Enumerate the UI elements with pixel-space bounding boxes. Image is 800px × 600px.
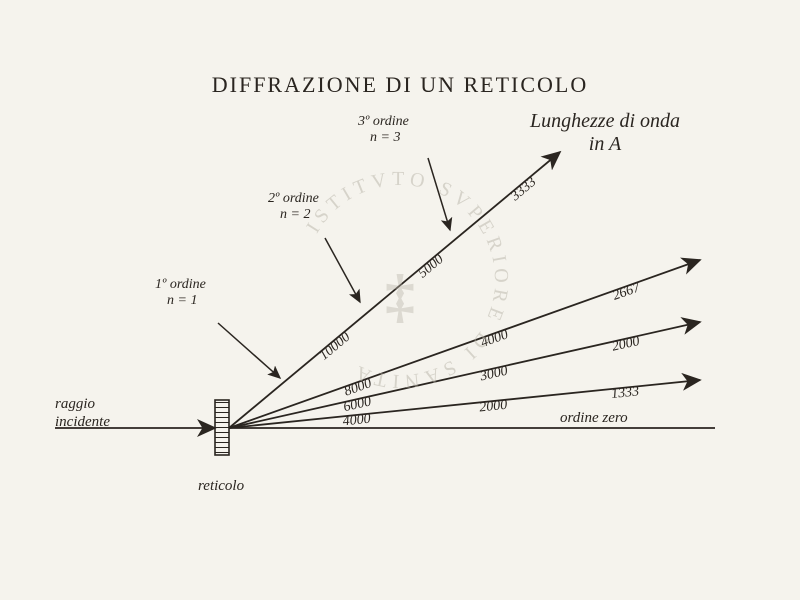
svg-text:2º ordine: 2º ordine xyxy=(268,191,319,206)
svg-text:1333: 1333 xyxy=(611,384,640,402)
svg-text:n = 1: n = 1 xyxy=(167,293,197,308)
svg-text:5000: 5000 xyxy=(416,252,447,281)
svg-text:2000: 2000 xyxy=(611,334,642,355)
svg-text:10000: 10000 xyxy=(317,330,353,364)
svg-text:3000: 3000 xyxy=(478,364,510,385)
svg-text:2000: 2000 xyxy=(479,398,508,416)
svg-text:2667: 2667 xyxy=(611,280,643,304)
svg-text:n = 3: n = 3 xyxy=(370,130,400,145)
diagram-canvas: 4000200013336000300020008000400026671000… xyxy=(0,0,800,600)
svg-text:1º ordine: 1º ordine xyxy=(155,277,206,292)
svg-text:3º ordine: 3º ordine xyxy=(357,114,409,129)
svg-text:3333: 3333 xyxy=(507,175,539,205)
